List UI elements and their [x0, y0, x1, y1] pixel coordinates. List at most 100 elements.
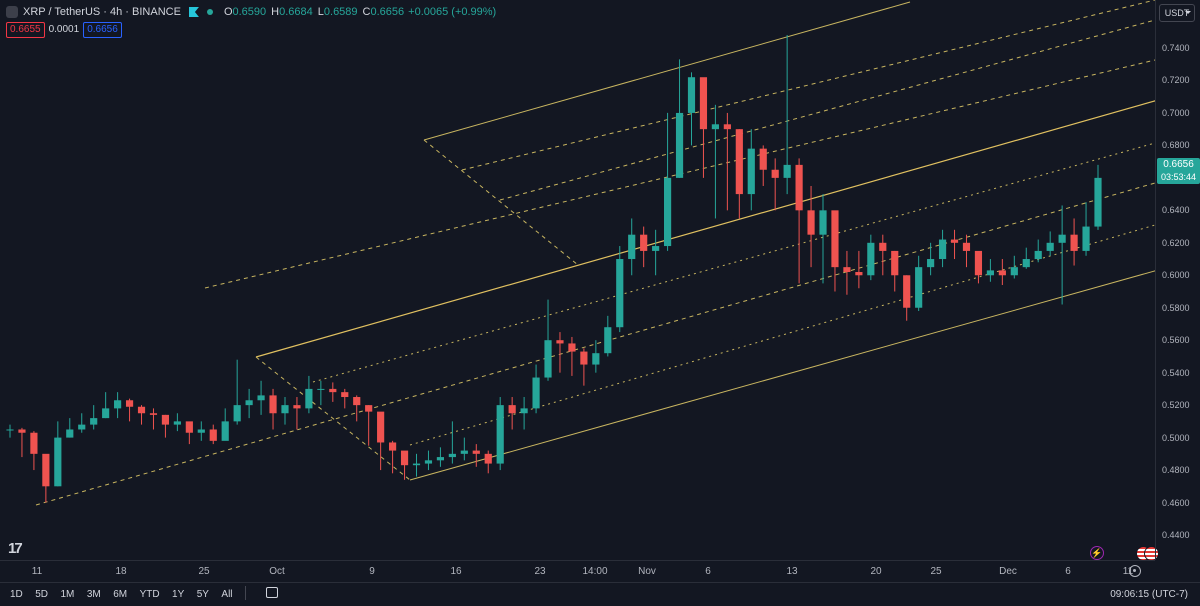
candle-body: [687, 77, 696, 113]
close-label: C: [362, 6, 371, 18]
time-tick: Oct: [269, 566, 285, 577]
bottom-toolbar: 1D 5D 1M 3M 6M YTD 1Y 5Y All 09:06:15 (U…: [0, 582, 1200, 606]
candle-body: [879, 242, 887, 251]
candle-body: [6, 429, 14, 431]
range-1m-button[interactable]: 1M: [60, 589, 75, 600]
candle-body: [1094, 177, 1102, 227]
price-axis[interactable]: USDT 0.74000.72000.70000.68000.66000.640…: [1155, 0, 1200, 560]
market-status-icon: [206, 9, 213, 15]
price-tick: 0.7200: [1162, 75, 1190, 86]
candle-body: [353, 397, 361, 406]
flag-icon[interactable]: [188, 7, 199, 17]
channel-median-line: [255, 100, 1155, 358]
candle-body: [735, 129, 743, 195]
candle-body: [185, 421, 193, 433]
candle-body: [604, 327, 612, 354]
candle-body: [173, 421, 181, 425]
time-tick: Nov: [638, 566, 656, 577]
candle-body: [1082, 226, 1090, 251]
price-tick: 0.6400: [1162, 205, 1190, 216]
channel-dash-4: [312, 142, 1155, 383]
range-3m-button[interactable]: 3M: [86, 589, 101, 600]
candle-body: [269, 395, 277, 414]
time-tick: 23: [534, 566, 546, 577]
candle-countdown: 03:53:44: [1160, 171, 1197, 182]
candle-body: [508, 405, 516, 414]
candle-body: [137, 406, 146, 414]
pitchfork-channel: [35, 0, 1155, 506]
candle-body: [855, 272, 863, 276]
candle-body: [424, 460, 433, 464]
time-tick: Dec: [999, 566, 1017, 577]
candle-body: [783, 164, 791, 178]
calendar-icon[interactable]: [266, 587, 279, 599]
ask-price[interactable]: 0.6656: [83, 22, 122, 38]
candle-body: [484, 453, 492, 464]
tradingview-logo[interactable]: 17: [8, 540, 23, 557]
range-1y-button[interactable]: 1Y: [172, 589, 185, 600]
candle-body: [496, 405, 504, 464]
candle-body: [293, 405, 301, 409]
candle-body: [1010, 267, 1018, 276]
candle-body: [891, 250, 899, 276]
time-tick: 16: [450, 566, 462, 577]
candle-body: [161, 414, 170, 425]
candle-body: [986, 270, 994, 276]
candle-body: [520, 408, 528, 414]
candle-body: [1058, 234, 1066, 243]
price-tick: 0.6800: [1162, 140, 1190, 151]
candle-body: [592, 353, 600, 365]
candle-body: [568, 343, 576, 352]
range-5d-button[interactable]: 5D: [35, 589, 49, 600]
toolbar-divider: [244, 585, 246, 600]
range-5y-button[interactable]: 5Y: [196, 589, 209, 600]
time-axis[interactable]: 11 18 25 Oct 9 16 23 14:00 Nov 6 13 20 2…: [0, 560, 1155, 583]
candle-body: [867, 242, 875, 276]
candle-body: [389, 442, 397, 451]
candle-body: [723, 124, 731, 130]
price-tick: 0.5200: [1162, 400, 1190, 411]
price-tick: 0.7000: [1162, 107, 1190, 118]
currency-selector[interactable]: USDT: [1159, 4, 1195, 22]
range-1d-button[interactable]: 1D: [10, 589, 23, 600]
candle-body: [699, 77, 708, 130]
candle-body: [377, 411, 385, 443]
time-tick: 6: [705, 566, 711, 577]
spread-value: 0.0001: [48, 24, 80, 35]
symbol-title[interactable]: XRP / TetherUS · 4h · BINANCE: [23, 6, 181, 18]
lightning-icon[interactable]: ⚡: [1090, 546, 1104, 560]
bid-price[interactable]: 0.6655: [6, 22, 45, 38]
candle-body: [42, 453, 50, 487]
channel-upper-line: [423, 1, 911, 141]
time-tick: 25: [198, 566, 210, 577]
candle-body: [149, 413, 158, 415]
price-chart[interactable]: [0, 0, 1155, 560]
candle-body: [663, 177, 672, 247]
candle-body: [795, 164, 803, 211]
price-tick: 0.4600: [1162, 497, 1190, 508]
low-label: L: [317, 6, 324, 18]
clock-timezone[interactable]: 09:06:15 (UTC-7): [1110, 589, 1188, 600]
candle-body: [1022, 259, 1030, 268]
settings-gear-icon[interactable]: [1129, 565, 1141, 577]
range-6m-button[interactable]: 6M: [113, 589, 128, 600]
low-value: 0.6589: [323, 6, 358, 18]
candles-group: [6, 35, 1102, 503]
candle-body: [412, 463, 421, 466]
range-ytd-button[interactable]: YTD: [139, 589, 160, 600]
candle-body: [102, 408, 110, 419]
candle-body: [843, 267, 851, 273]
range-all-button[interactable]: All: [221, 589, 233, 600]
candle-body: [281, 405, 289, 414]
candle-body: [78, 424, 86, 430]
candle-body: [257, 395, 265, 401]
channel-upper-dash-2: [499, 19, 1155, 201]
candle-body: [472, 450, 480, 454]
candle-body: [831, 210, 839, 268]
close-value: 0.6656: [370, 6, 405, 18]
channel-handle-2: [255, 356, 411, 481]
time-tick: 9: [369, 566, 375, 577]
last-price-value: 0.6656: [1163, 158, 1194, 170]
range-buttons: 1D 5D 1M 3M 6M YTD 1Y 5Y All: [2, 583, 279, 606]
candle-body: [341, 392, 349, 398]
